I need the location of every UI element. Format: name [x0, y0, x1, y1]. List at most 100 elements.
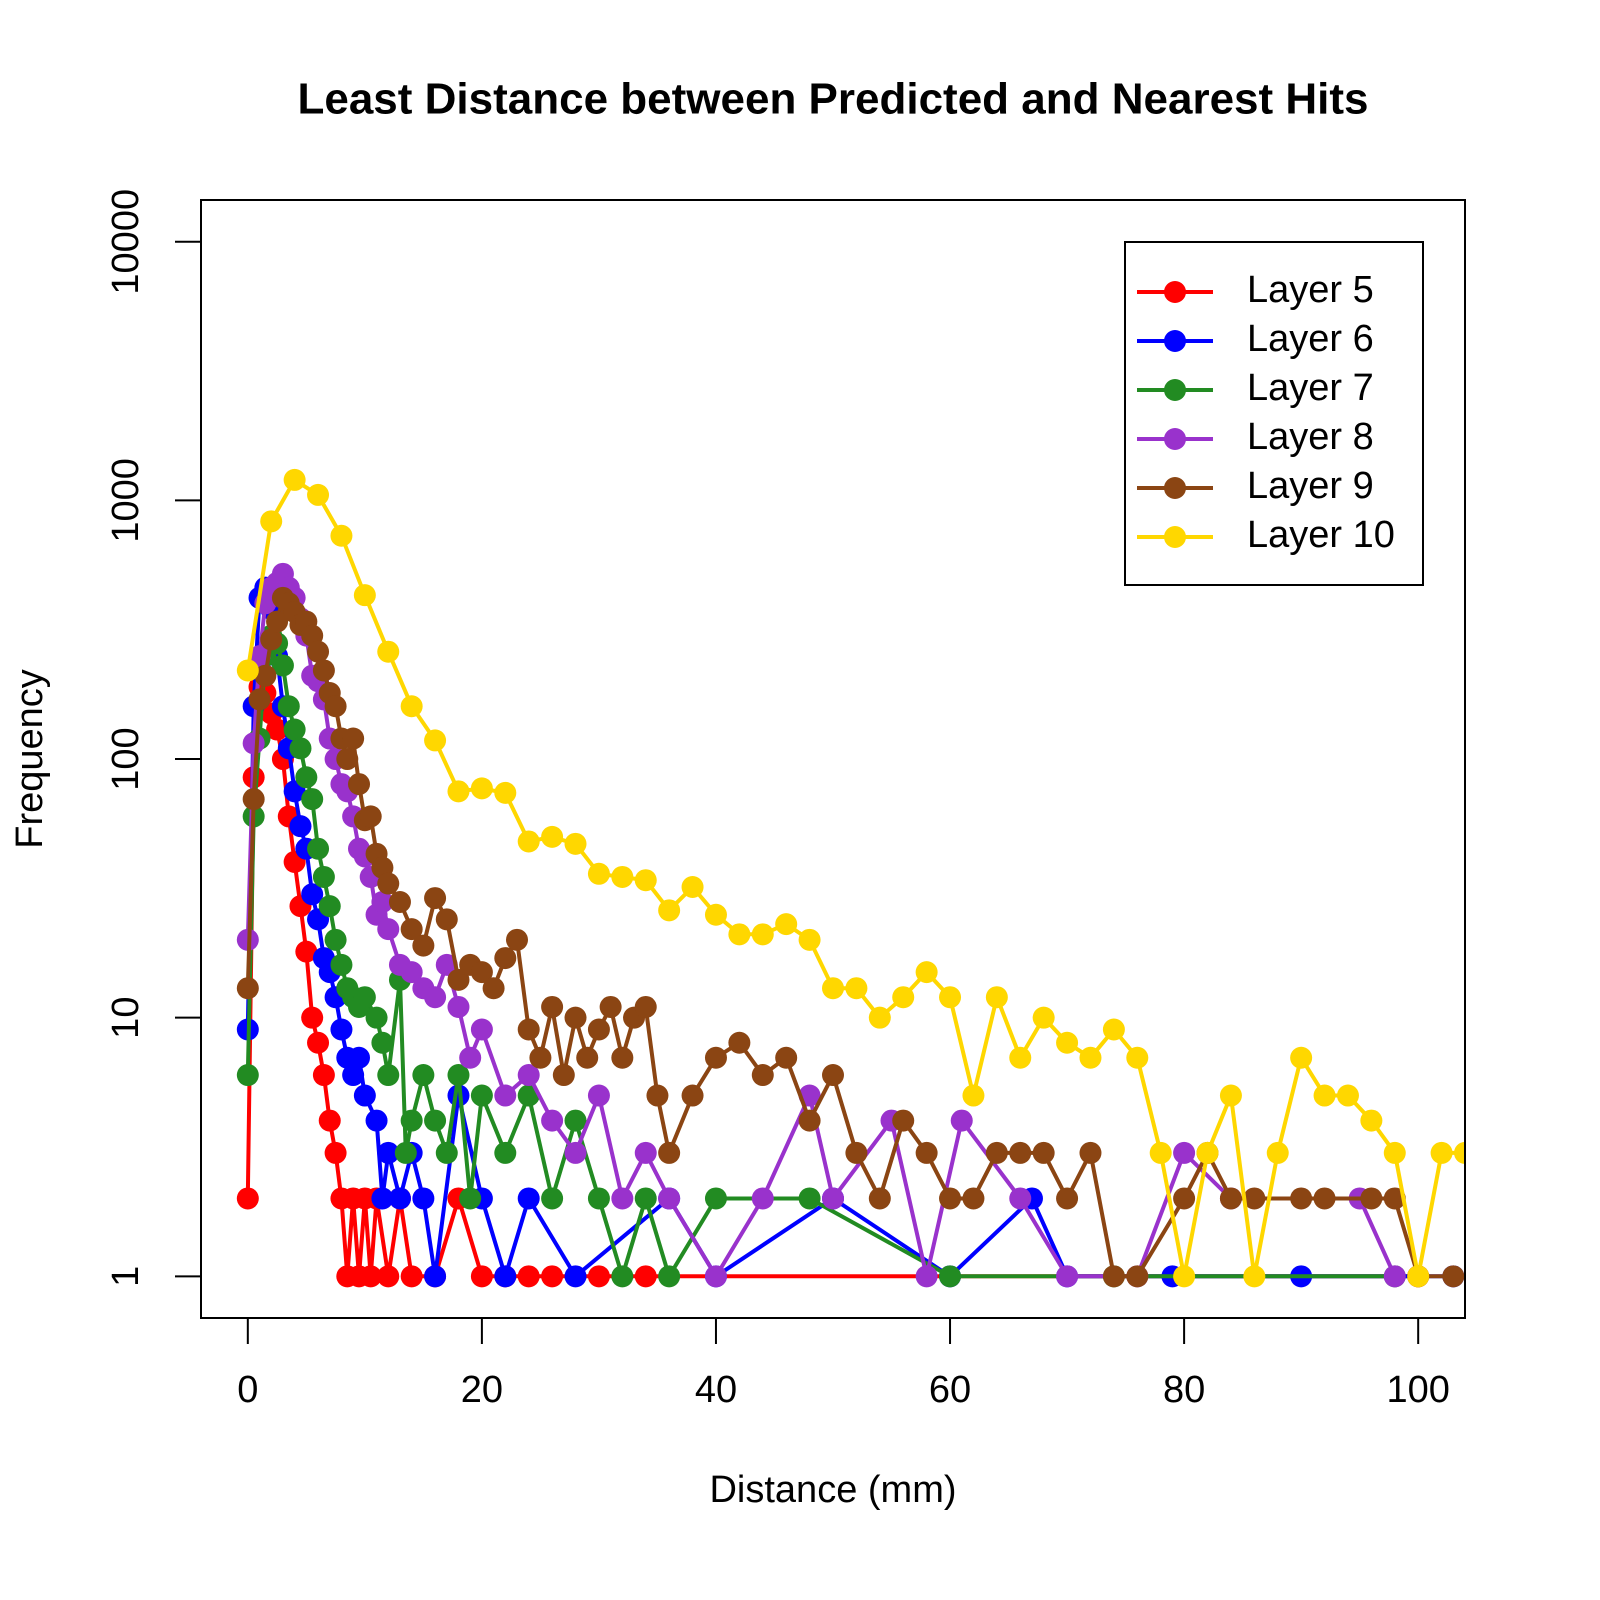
data-point	[751, 1064, 774, 1087]
data-point	[634, 1141, 657, 1164]
data-point	[353, 986, 376, 1009]
data-point	[564, 1265, 587, 1288]
data-point	[1009, 1141, 1032, 1164]
data-point	[365, 1109, 388, 1132]
data-point	[1009, 1187, 1032, 1210]
data-point	[552, 1064, 575, 1087]
data-point	[312, 1064, 335, 1087]
data-point	[271, 654, 294, 677]
data-point	[915, 1141, 938, 1164]
data-point	[517, 830, 540, 853]
legend-swatch-point	[1164, 330, 1186, 352]
data-point	[939, 1187, 962, 1210]
data-point	[1243, 1187, 1266, 1210]
data-point	[611, 1265, 634, 1288]
data-point	[1032, 1006, 1055, 1029]
data-point	[541, 995, 564, 1018]
data-point	[517, 1265, 540, 1288]
data-point	[295, 766, 318, 789]
data-point	[353, 1084, 376, 1107]
y-tick-label: 1000	[105, 458, 147, 543]
data-point	[634, 1265, 657, 1288]
data-point	[330, 1018, 353, 1041]
data-point	[470, 1084, 493, 1107]
data-point	[377, 1064, 400, 1087]
data-point	[1102, 1018, 1125, 1041]
data-point	[1102, 1265, 1125, 1288]
data-point	[658, 1265, 681, 1288]
data-point	[868, 1187, 891, 1210]
data-point	[564, 1109, 587, 1132]
data-point	[424, 729, 447, 752]
data-point	[1009, 1046, 1032, 1069]
data-point	[447, 1064, 470, 1087]
data-point	[301, 788, 324, 811]
data-point	[681, 1084, 704, 1107]
legend-label: Layer 5	[1247, 269, 1374, 311]
data-point	[517, 1018, 540, 1041]
data-point	[324, 928, 347, 951]
data-point	[400, 1109, 423, 1132]
data-point	[658, 899, 681, 922]
data-point	[611, 865, 634, 888]
data-point	[868, 1006, 891, 1029]
legend-label: Layer 6	[1247, 318, 1374, 360]
data-point	[1196, 1141, 1219, 1164]
data-point	[342, 727, 365, 750]
data-point	[318, 895, 341, 918]
y-tick-label: 100	[105, 727, 147, 790]
data-point	[470, 777, 493, 800]
legend-label: Layer 9	[1247, 465, 1374, 507]
legend-swatch-point	[1164, 379, 1186, 401]
data-point	[412, 1187, 435, 1210]
data-point	[307, 837, 330, 860]
data-point	[728, 923, 751, 946]
data-point	[1056, 1187, 1079, 1210]
data-point	[587, 1187, 610, 1210]
data-point	[242, 788, 265, 811]
data-point	[587, 1265, 610, 1288]
data-point	[892, 1109, 915, 1132]
data-point	[377, 1141, 400, 1164]
data-point	[494, 1084, 517, 1107]
data-point	[576, 1046, 599, 1069]
data-point	[506, 928, 528, 951]
data-point	[388, 1187, 411, 1210]
data-point	[371, 891, 394, 914]
data-point	[517, 1187, 540, 1210]
legend-label: Layer 10	[1247, 514, 1395, 556]
data-point	[400, 918, 423, 941]
data-point	[634, 869, 657, 892]
data-point	[915, 1265, 938, 1288]
data-point	[1360, 1109, 1383, 1132]
data-point	[798, 1109, 821, 1132]
data-point	[704, 903, 727, 926]
data-point	[775, 1046, 798, 1069]
data-point	[728, 1031, 751, 1054]
data-point	[435, 1141, 458, 1164]
data-point	[1243, 1265, 1266, 1288]
data-point	[412, 934, 435, 957]
data-point	[277, 695, 300, 718]
data-point	[254, 664, 277, 687]
data-point	[348, 1046, 370, 1069]
data-point	[845, 1141, 868, 1164]
data-point	[307, 640, 330, 663]
data-point	[359, 1265, 382, 1288]
legend-swatch-point	[1164, 526, 1186, 548]
data-point	[775, 913, 798, 936]
data-point	[447, 780, 470, 803]
data-point	[1032, 1141, 1055, 1164]
data-point	[985, 1141, 1008, 1164]
data-point	[798, 928, 821, 951]
data-point	[1313, 1084, 1336, 1107]
data-point	[353, 584, 376, 607]
data-point	[266, 610, 289, 633]
data-point	[1079, 1141, 1102, 1164]
data-point	[1173, 1141, 1196, 1164]
data-point	[611, 1046, 634, 1069]
legend-swatch-point	[1164, 281, 1186, 303]
data-point	[377, 1265, 400, 1288]
data-point	[342, 1064, 365, 1087]
data-point	[704, 1187, 727, 1210]
